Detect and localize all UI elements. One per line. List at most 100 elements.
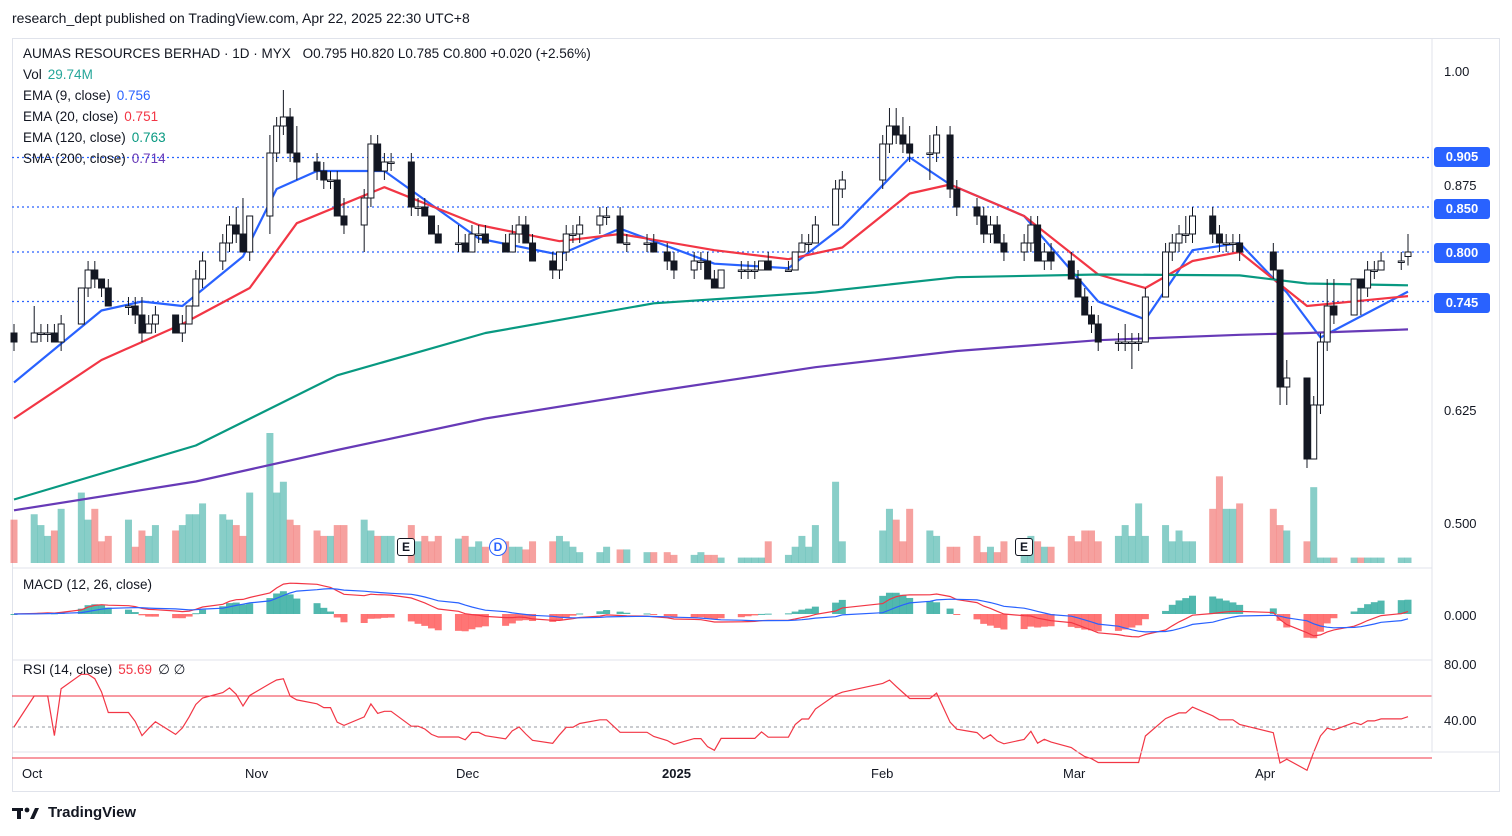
candle-body (1269, 251, 1277, 271)
volume-bar (986, 546, 994, 563)
volume-bar (697, 552, 705, 563)
volume-bar (327, 535, 335, 563)
macd-histogram-bar (1303, 614, 1311, 638)
macd-histogram-bar (697, 614, 705, 618)
volume-bar (192, 514, 200, 563)
candle-body (232, 224, 240, 235)
macd-histogram-bar (1269, 608, 1277, 614)
macd-histogram-bar (454, 614, 462, 631)
macd-histogram-bar (407, 614, 415, 622)
volume-bar (414, 541, 422, 563)
candle-body (1283, 377, 1291, 388)
macd-histogram-bar (104, 607, 112, 614)
legend-ema20: EMA (20, close) 0.751 (23, 109, 158, 124)
volume-bar (811, 525, 819, 563)
volume-bar (1034, 541, 1042, 563)
candle-body (805, 242, 813, 245)
volume-bar (838, 541, 846, 563)
earnings-marker[interactable]: E (1015, 538, 1033, 556)
candle-body (1323, 305, 1331, 343)
volume-bar (1162, 525, 1170, 563)
volume-bar (172, 530, 180, 563)
volume-bar (481, 546, 489, 563)
macd-histogram-bar (1074, 614, 1082, 629)
macd-histogram-bar (986, 614, 994, 626)
macd-histogram-bar (172, 614, 180, 619)
candle-body (407, 161, 415, 208)
candle-body (481, 233, 489, 244)
time-tick: Apr (1255, 766, 1276, 781)
candle-body (1135, 341, 1143, 344)
volume-bar (30, 514, 38, 563)
dividend-marker[interactable]: D (489, 538, 507, 556)
volume-bar (892, 519, 900, 563)
volume-bar (246, 492, 254, 563)
candle-body (784, 269, 792, 272)
macd-histogram-bar (84, 605, 92, 614)
volume-bar (791, 546, 799, 563)
candle-body (333, 179, 341, 217)
earnings-marker[interactable]: E (397, 538, 415, 556)
volume-bar (603, 546, 611, 563)
rsi-tick: 40.00 (1444, 713, 1477, 728)
volume-bar (340, 525, 348, 563)
volume-bar (953, 546, 961, 563)
macd-histogram-bar (313, 603, 321, 614)
candle-body (737, 269, 745, 272)
volume-bar (710, 554, 718, 563)
volume-bar (1040, 546, 1048, 563)
volume-bar (225, 519, 233, 563)
candle-body (98, 278, 106, 289)
macd-histogram-bar (1283, 614, 1291, 628)
volume-bar (1316, 557, 1324, 563)
candle-body (454, 242, 462, 245)
macd-histogram-bar (239, 604, 247, 614)
volume-bar (1175, 530, 1183, 563)
candle-body (623, 242, 631, 245)
macd-histogram-bar (1229, 602, 1237, 614)
macd-histogram-bar (360, 614, 368, 623)
macd-histogram-bar (461, 614, 469, 632)
candle-body (1377, 260, 1385, 271)
sma200-line (13, 328, 1409, 512)
candle-body (428, 215, 436, 235)
macd-histogram-bar (1135, 614, 1143, 626)
candle-body (131, 305, 139, 316)
volume-bar (266, 433, 274, 563)
candle-body (1215, 233, 1223, 244)
vol-label: Vol (23, 67, 42, 82)
macd-histogram-bar (320, 607, 328, 614)
candle-body (1087, 314, 1095, 325)
macd-histogram-bar (273, 593, 281, 614)
candle-body (1000, 242, 1008, 253)
macd-histogram-bar (1081, 614, 1089, 630)
macd-histogram-bar (717, 614, 725, 619)
volume-bar (515, 546, 523, 563)
price-line-tag: 0.745 (1434, 293, 1490, 313)
volume-bar (286, 519, 294, 563)
candle-body (1074, 278, 1082, 298)
candle-body (838, 179, 846, 190)
volume-bar (333, 525, 341, 563)
candle-body (10, 332, 18, 343)
volume-bar (77, 492, 85, 563)
volume-bar (1377, 557, 1385, 563)
candle-body (946, 134, 954, 190)
candle-body (529, 242, 537, 262)
candle-body (710, 278, 718, 289)
volume-bar (1310, 487, 1318, 563)
macd-histogram-bar (77, 608, 85, 614)
macd-histogram-bar (832, 602, 840, 614)
candle-body (172, 314, 180, 334)
chart-frame[interactable] (12, 38, 1500, 792)
volume-bar (643, 552, 651, 563)
volume-bar (529, 541, 537, 563)
macd-histogram-bar (758, 613, 766, 615)
tradingview-footer[interactable]: TradingView (12, 804, 136, 821)
volume-bar (428, 541, 436, 563)
macd-histogram-bar (131, 612, 139, 614)
ema20-value: 0.751 (124, 109, 159, 124)
volume-bar (421, 535, 429, 563)
volume-bar (84, 519, 92, 563)
